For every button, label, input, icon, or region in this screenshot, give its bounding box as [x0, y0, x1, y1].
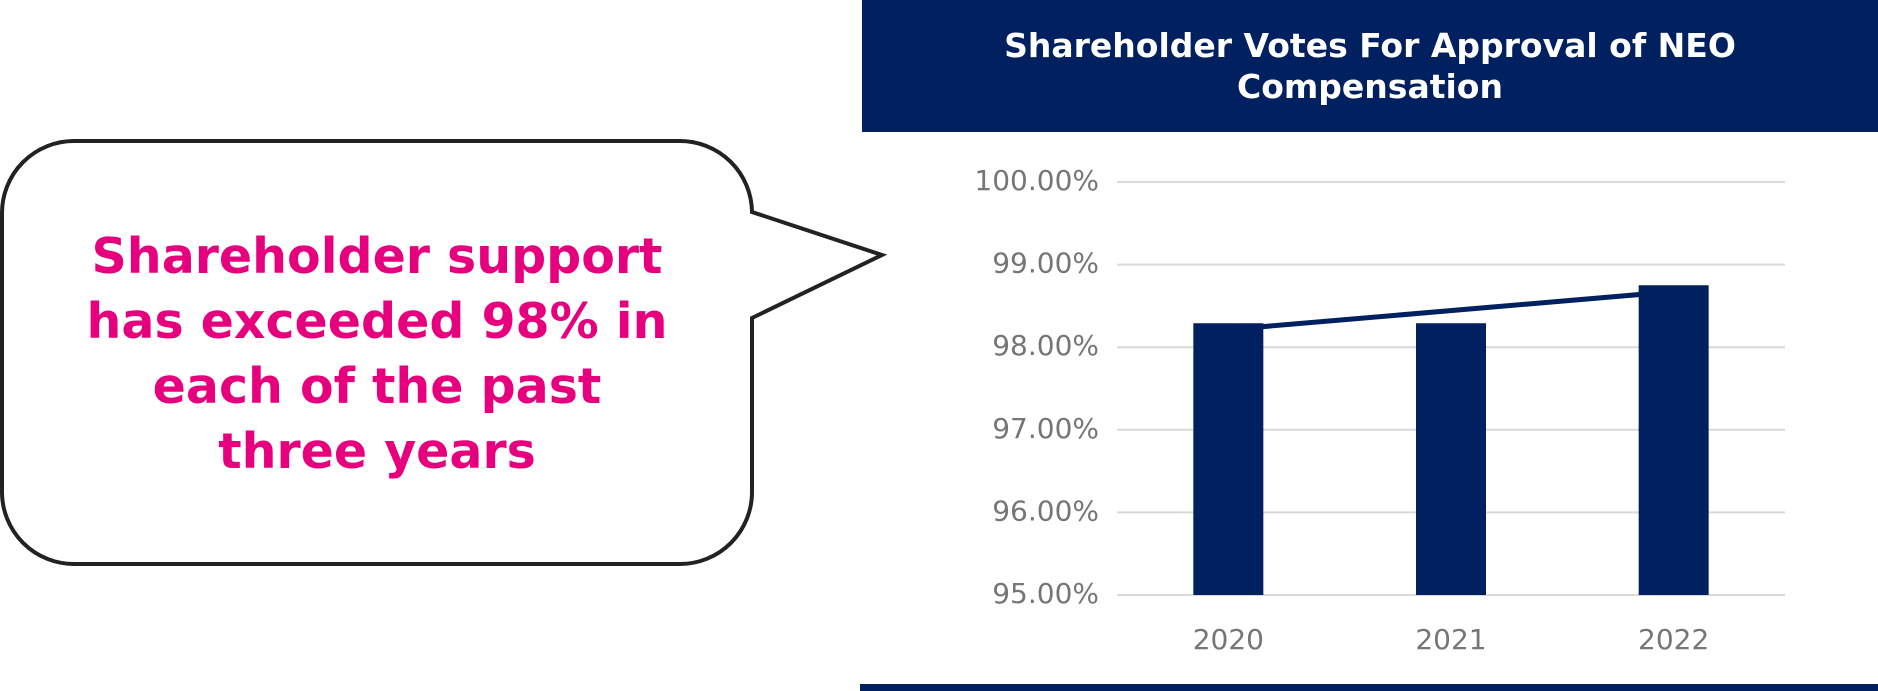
y-tick-label: 98.00%	[992, 329, 1099, 362]
x-tick-label: 2022	[1638, 623, 1709, 656]
y-tick-label: 100.00%	[974, 164, 1099, 197]
chart-title: Shareholder Votes For Approval of NEO Co…	[862, 0, 1878, 132]
callout-line: each of the past	[152, 358, 602, 415]
y-tick-label: 97.00%	[992, 412, 1099, 445]
y-tick-label: 96.00%	[992, 494, 1099, 527]
x-tick-label: 2021	[1415, 623, 1486, 656]
bar	[1193, 323, 1264, 595]
y-tick-label: 99.00%	[992, 247, 1099, 280]
speech-bubble	[0, 139, 888, 566]
trend-line	[1228, 289, 1674, 333]
y-tick-label: 95.00%	[992, 577, 1099, 610]
bottom-rule	[860, 684, 1878, 691]
callout-line: has exceeded 98% in	[86, 293, 668, 350]
callout-line: Shareholder support	[91, 228, 663, 285]
bar	[1416, 323, 1486, 595]
bar	[1638, 285, 1709, 595]
callout-text: Shareholder support has exceeded 98% in …	[0, 224, 754, 484]
x-tick-label: 2020	[1193, 623, 1264, 656]
callout-line: three years	[218, 423, 536, 480]
